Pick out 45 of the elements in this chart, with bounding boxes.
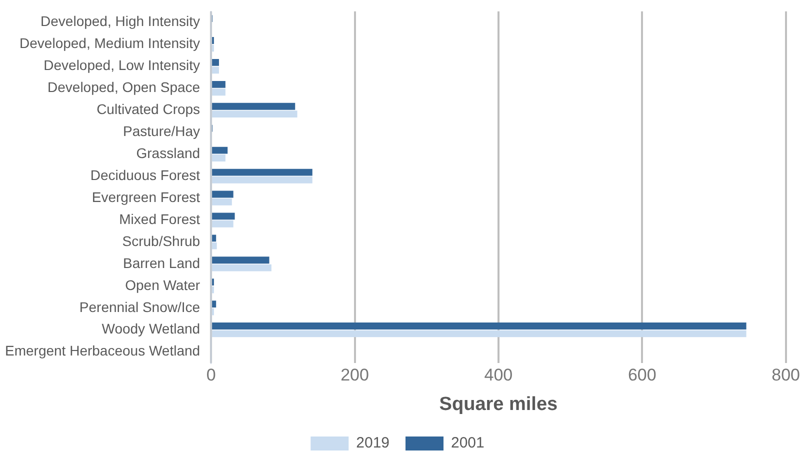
bar xyxy=(212,264,272,272)
y-tick-label: Barren Land xyxy=(123,254,200,271)
bar xyxy=(212,110,298,118)
bar xyxy=(212,198,232,206)
y-tick-label: Deciduous Forest xyxy=(90,166,200,183)
y-tick-label: Cultivated Crops xyxy=(96,101,200,118)
y-tick-label: Grassland xyxy=(136,145,200,162)
bar xyxy=(212,330,746,338)
bar xyxy=(212,212,235,220)
y-tick-label: Developed, Medium Intensity xyxy=(20,35,200,52)
legend-label: 2001 xyxy=(451,434,484,452)
bar xyxy=(212,80,226,88)
y-tick-label: Woody Wetland xyxy=(102,320,200,337)
bar xyxy=(212,59,219,66)
x-tick-label: 800 xyxy=(772,366,800,385)
y-tick-label: Perennial Snow/Ice xyxy=(79,298,200,315)
x-axis-title: Square miles xyxy=(439,394,558,415)
x-tick-label: 400 xyxy=(484,366,513,385)
y-tick-label: Emergent Herbaceous Wetland xyxy=(4,342,200,359)
bar xyxy=(212,146,228,154)
bar xyxy=(212,88,226,96)
x-tick-label: 0 xyxy=(206,366,216,385)
bar xyxy=(212,322,746,330)
legend-label: 2019 xyxy=(356,434,390,452)
y-tick-label: Pasture/Hay xyxy=(123,123,200,140)
y-tick-label: Developed, Open Space xyxy=(48,79,200,96)
bar xyxy=(212,176,312,184)
x-tick-label: 600 xyxy=(628,366,656,385)
y-tick-label: Scrub/Shrub xyxy=(122,232,200,249)
bar xyxy=(212,102,296,110)
bar xyxy=(212,242,217,250)
bar xyxy=(212,234,216,242)
y-tick-label: Developed, High Intensity xyxy=(40,13,200,30)
bar xyxy=(212,66,219,74)
y-tick-label: Mixed Forest xyxy=(119,210,200,227)
bar xyxy=(212,154,226,162)
y-tick-label: Open Water xyxy=(125,276,200,293)
bar xyxy=(212,220,234,228)
bar xyxy=(212,256,270,264)
bar xyxy=(212,190,234,198)
bar xyxy=(212,168,312,176)
bar xyxy=(212,300,216,308)
x-tick-label: 200 xyxy=(340,366,369,385)
y-tick-label: Developed, Low Intensity xyxy=(44,57,200,74)
y-tick-label: Evergreen Forest xyxy=(92,188,200,205)
